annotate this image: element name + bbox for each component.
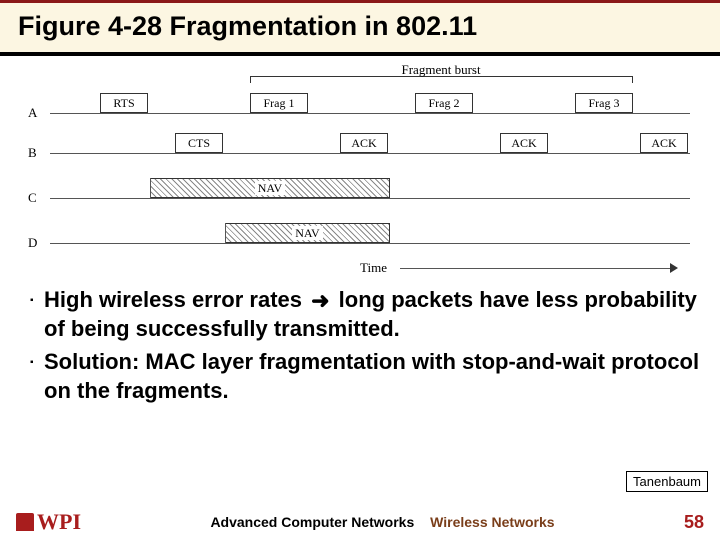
frame-box: Frag 2 <box>415 93 473 113</box>
frame-box: CTS <box>175 133 223 153</box>
footer-course: Advanced Computer Networks <box>210 514 414 530</box>
time-arrow-line <box>400 268 670 269</box>
frame-box: Frag 3 <box>575 93 633 113</box>
logo-icon <box>16 513 34 531</box>
timeline-row <box>50 153 690 154</box>
row-label: B <box>28 145 37 161</box>
footer-center: Advanced Computer Networks Wireless Netw… <box>81 514 684 530</box>
nav-bar: NAV <box>150 178 390 198</box>
bullet-list: ▪High wireless error rates ➜ long packet… <box>0 284 720 405</box>
page-number: 58 <box>684 512 704 533</box>
frame-box: ACK <box>500 133 548 153</box>
time-label: Time <box>360 260 387 276</box>
logo-text: WPI <box>37 509 81 535</box>
citation-box: Tanenbaum <box>626 471 708 492</box>
arrow-icon: ➜ <box>308 287 332 316</box>
slide-title: Figure 4-28 Fragmentation in 802.11 <box>0 0 720 56</box>
footer-topic: Wireless Networks <box>430 514 554 530</box>
nav-bar: NAV <box>225 223 390 243</box>
time-arrowhead-icon <box>670 263 678 273</box>
bullet-item: ▪Solution: MAC layer fragmentation with … <box>30 348 700 405</box>
nav-start-line <box>150 178 151 198</box>
bullet-text: Solution: MAC layer fragmentation with s… <box>44 348 700 405</box>
frame-box: ACK <box>340 133 388 153</box>
frame-box: Frag 1 <box>250 93 308 113</box>
timeline-row <box>50 198 690 199</box>
slide-footer: WPI Advanced Computer Networks Wireless … <box>0 504 720 540</box>
burst-label: Fragment burst <box>402 62 481 78</box>
row-label: A <box>28 105 37 121</box>
bullet-mark-icon: ▪ <box>30 348 44 378</box>
row-label: D <box>28 235 37 251</box>
timing-diagram: A B C D RTS Frag 1 Frag 2 Frag 3 CTS ACK ACK ACK NAV… <box>20 68 700 278</box>
bullet-text: High wireless error rates ➜ long packets… <box>44 286 700 344</box>
timeline-row <box>50 113 690 114</box>
bullet-item: ▪High wireless error rates ➜ long packet… <box>30 286 700 344</box>
frame-box: RTS <box>100 93 148 113</box>
nav-start-line <box>225 223 226 243</box>
row-label: C <box>28 190 37 206</box>
frame-box: ACK <box>640 133 688 153</box>
wpi-logo: WPI <box>16 509 81 535</box>
bullet-mark-icon: ▪ <box>30 286 44 316</box>
timeline-row <box>50 243 690 244</box>
